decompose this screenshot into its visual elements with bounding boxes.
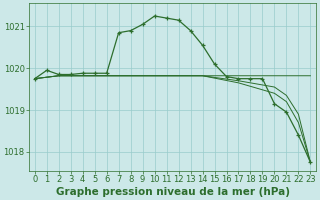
X-axis label: Graphe pression niveau de la mer (hPa): Graphe pression niveau de la mer (hPa)	[56, 187, 290, 197]
